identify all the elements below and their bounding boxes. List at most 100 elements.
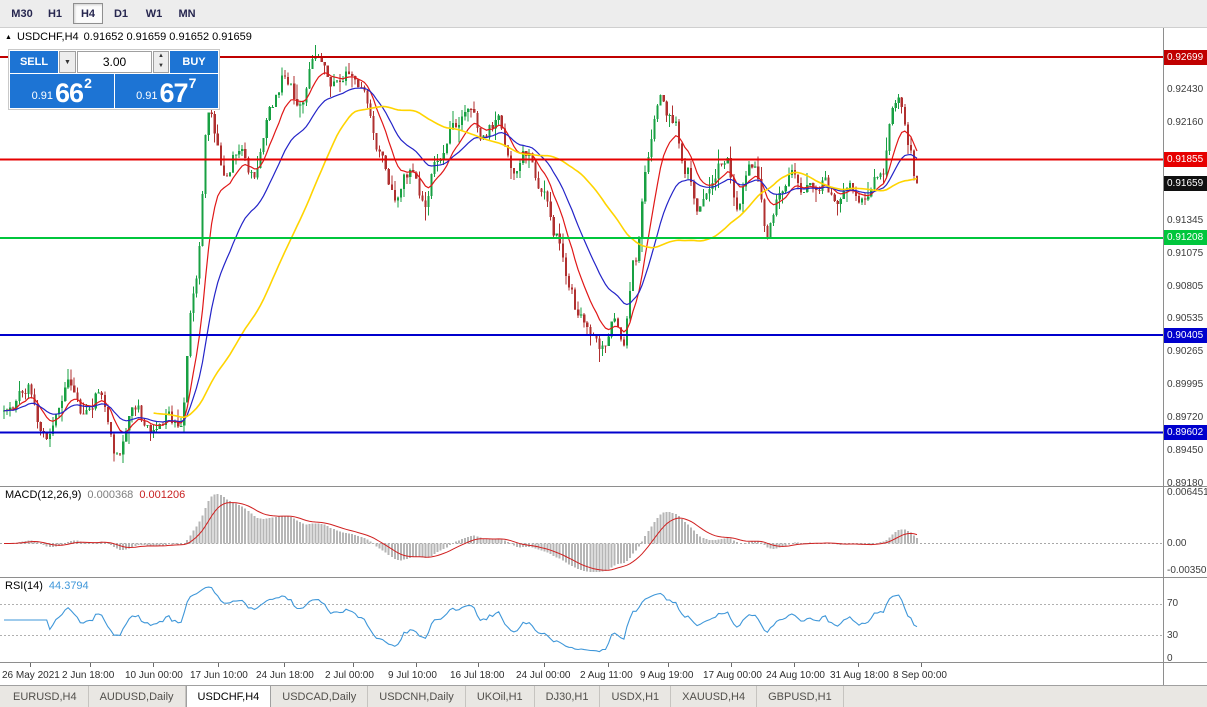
tab-usdcnh-daily[interactable]: USDCNH,Daily — [368, 686, 466, 707]
time-axis-label: 17 Jun 10:00 — [190, 670, 248, 681]
rsi-axis-label: 70 — [1167, 598, 1179, 610]
rsi-axis[interactable]: 70 30 0 — [1163, 578, 1207, 664]
macd-header: MACD(12,26,9) 0.000368 0.001206 — [5, 489, 185, 501]
volume-dropdown-button[interactable]: ▼ — [59, 51, 76, 73]
price-badge: 0.91855 — [1164, 151, 1207, 167]
timeframe-button-h1[interactable]: H1 — [40, 3, 70, 24]
time-axis-tick — [353, 663, 354, 667]
tab-usdx-h1[interactable]: USDX,H1 — [600, 686, 672, 707]
time-axis-label: 8 Sep 00:00 — [893, 670, 947, 681]
macd-axis-label: 0.00 — [1167, 537, 1187, 549]
tab-ukoil-h1[interactable]: UKOil,H1 — [466, 686, 535, 707]
time-axis-label: 17 Aug 00:00 — [703, 670, 762, 681]
volume-input[interactable] — [77, 51, 152, 73]
price-axis-label: 0.89995 — [1167, 378, 1204, 390]
time-axis-tick — [608, 663, 609, 667]
price-axis-label: 0.92160 — [1167, 116, 1204, 128]
time-axis-tick — [90, 663, 91, 667]
sell-price-main: 66 — [55, 78, 84, 108]
time-axis-tick — [218, 663, 219, 667]
price-axis-label: 0.90535 — [1167, 313, 1204, 325]
price-axis-label: 0.90265 — [1167, 346, 1204, 358]
time-axis-tick — [668, 663, 669, 667]
price-axis-label: 0.90805 — [1167, 280, 1204, 292]
macd-main-value: 0.000368 — [87, 489, 134, 501]
price-badge: 0.91208 — [1164, 230, 1207, 246]
timeframe-button-h4[interactable]: H4 — [73, 3, 103, 24]
main-chart-area[interactable]: ▲ USDCHF,H4 0.91652 0.91659 0.91652 0.91… — [0, 28, 1163, 487]
timeframe-button-d1[interactable]: D1 — [106, 3, 136, 24]
timeframe-button-mn[interactable]: MN — [172, 3, 202, 24]
time-axis-label: 26 May 2021 — [2, 670, 60, 681]
macd-signal-value: 0.001206 — [139, 489, 186, 501]
price-axis-label: 0.91345 — [1167, 215, 1204, 227]
macd-panel[interactable]: MACD(12,26,9) 0.000368 0.001206 — [0, 487, 1163, 578]
tab-xauusd-h4[interactable]: XAUUSD,H4 — [671, 686, 758, 707]
chevron-down-icon: ▼ — [64, 58, 71, 66]
tab-usdchf-h4[interactable]: USDCHF,H4 — [185, 686, 272, 707]
one-click-trading-panel: SELL ▼ ▲ ▼ BUY 0.91 66 2 — [8, 49, 220, 110]
time-axis-label: 9 Jul 10:00 — [388, 670, 437, 681]
price-badge: 0.90405 — [1164, 327, 1207, 343]
time-axis-tick — [30, 663, 31, 667]
buy-price-pip: 7 — [188, 75, 197, 91]
buy-price-main: 67 — [159, 78, 189, 108]
time-axis-label: 24 Jul 00:00 — [516, 670, 571, 681]
rsi-panel[interactable]: RSI(14) 44.3794 — [0, 578, 1163, 663]
price-axis-label: 0.89180 — [1167, 477, 1204, 489]
tab-audusd-daily[interactable]: AUDUSD,Daily — [89, 686, 186, 707]
chart-tab-bar: EURUSD,H4 AUDUSD,Daily USDCHF,H4 USDCAD,… — [0, 685, 1207, 707]
time-axis-tick — [858, 663, 859, 667]
rsi-label: RSI(14) — [5, 580, 43, 592]
stepper-up-icon[interactable]: ▲ — [158, 53, 164, 59]
timeframe-button-w1[interactable]: W1 — [139, 3, 169, 24]
time-axis-label: 24 Jun 18:00 — [256, 670, 314, 681]
macd-axis-label: 0.006451 — [1167, 487, 1207, 498]
time-axis-label: 2 Jul 00:00 — [325, 670, 374, 681]
chart-window: ▲ USDCHF,H4 0.91652 0.91659 0.91652 0.91… — [0, 28, 1207, 685]
sell-price-button[interactable]: 0.91 66 2 — [10, 74, 114, 108]
sell-button[interactable]: SELL — [10, 51, 58, 73]
chart-ohlc-values: 0.91652 0.91659 0.91652 0.91659 — [83, 31, 252, 43]
rsi-chart — [0, 586, 1163, 653]
price-axis-label: 0.89450 — [1167, 444, 1204, 456]
timeframe-toolbar: M30 H1 H4 D1 W1 MN — [0, 0, 1207, 28]
collapse-icon[interactable]: ▲ — [5, 33, 12, 41]
rsi-axis-label: 30 — [1167, 629, 1179, 641]
tab-usdcad-daily[interactable]: USDCAD,Daily — [271, 686, 369, 707]
macd-chart — [0, 493, 1163, 572]
macd-label: MACD(12,26,9) — [5, 489, 82, 501]
macd-axis-label: -0.003507 — [1167, 565, 1207, 576]
macd-axis[interactable]: 0.006451 0.00 -0.003507 — [1163, 487, 1207, 578]
tab-dj30-h1[interactable]: DJ30,H1 — [535, 686, 601, 707]
time-axis-tick — [731, 663, 732, 667]
buy-price-button[interactable]: 0.91 67 7 — [114, 74, 218, 108]
chart-symbol-label: USDCHF,H4 — [16, 31, 79, 43]
stepper-down-icon[interactable]: ▼ — [158, 63, 164, 69]
tab-eurusd-h4[interactable]: EURUSD,H4 — [2, 686, 89, 707]
time-axis-label: 16 Jul 18:00 — [450, 670, 505, 681]
time-axis-label: 9 Aug 19:00 — [640, 670, 694, 681]
price-axis[interactable]: 0.92699 0.91855 0.91659 0.91208 0.90405 0.896… — [1163, 28, 1207, 489]
buy-button[interactable]: BUY — [170, 51, 218, 73]
volume-stepper[interactable]: ▲ ▼ — [153, 51, 169, 73]
sell-price-pip: 2 — [84, 75, 92, 91]
price-badge: 0.92699 — [1164, 49, 1207, 65]
timeframe-button-m30[interactable]: M30 — [7, 3, 37, 24]
tab-gbpusd-h1[interactable]: GBPUSD,H1 — [757, 686, 844, 707]
rsi-axis-label: 0 — [1167, 653, 1173, 664]
chart-title: ▲ USDCHF,H4 0.91652 0.91659 0.91652 0.91… — [5, 31, 252, 43]
candlestick-chart — [0, 44, 1163, 464]
price-axis-label: 0.91075 — [1167, 247, 1204, 259]
rsi-header: RSI(14) 44.3794 — [5, 580, 89, 592]
price-axis-label: 0.92430 — [1167, 83, 1204, 95]
time-axis-tick — [921, 663, 922, 667]
time-axis[interactable]: 26 May 2021 2 Jun 18:00 10 Jun 00:00 17 Jun… — [0, 663, 1163, 685]
time-axis-tick — [153, 663, 154, 667]
time-axis-tick — [416, 663, 417, 667]
sell-price-prefix: 0.91 — [31, 90, 54, 102]
time-axis-label: 31 Aug 18:00 — [830, 670, 889, 681]
price-badge: 0.91659 — [1164, 175, 1207, 191]
buy-price-prefix: 0.91 — [136, 90, 158, 102]
